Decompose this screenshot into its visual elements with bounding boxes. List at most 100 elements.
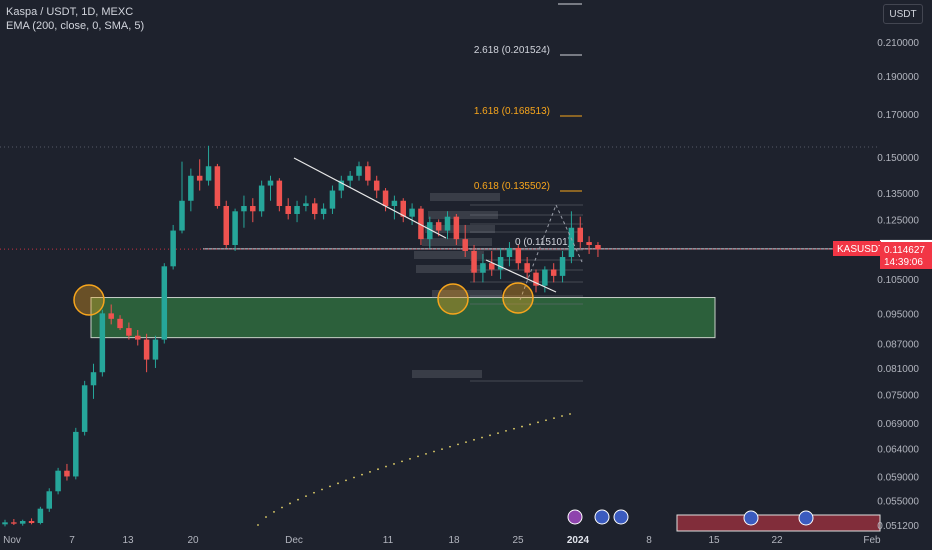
candle-body xyxy=(382,190,389,206)
ema-point xyxy=(489,434,491,437)
candle xyxy=(258,180,265,217)
indicator-title[interactable]: EMA (200, close, 0, SMA, 5) xyxy=(6,20,145,32)
x-tick-label: 18 xyxy=(448,535,460,546)
candle-body xyxy=(347,175,353,181)
symbol-title[interactable]: Kaspa / USDT, 1D, MEXC xyxy=(6,6,134,18)
candle-body xyxy=(550,269,557,276)
price-axis: 0.210000 0.190000 0.170000 0.150000 0.135000… xyxy=(833,38,932,532)
candle-body xyxy=(276,180,283,206)
ema-point xyxy=(409,457,411,460)
candle xyxy=(170,224,176,270)
currency-button[interactable]: USDT xyxy=(883,4,923,24)
candle xyxy=(533,269,539,293)
x-tick-label: 8 xyxy=(646,535,652,546)
candle xyxy=(37,506,44,525)
candle xyxy=(2,519,8,527)
ema-point xyxy=(545,419,547,422)
candle xyxy=(320,203,327,220)
candle xyxy=(453,213,460,246)
candle xyxy=(99,309,106,377)
y-tick-label: 0.095000 xyxy=(877,309,919,320)
fib-faint-label xyxy=(416,265,486,273)
candle xyxy=(568,211,575,264)
ema-point xyxy=(481,436,483,439)
ema-point xyxy=(321,488,323,491)
candle-body xyxy=(55,470,61,492)
candle xyxy=(400,198,406,223)
ema-point xyxy=(561,415,563,417)
ema-layer xyxy=(257,413,571,526)
candle xyxy=(480,253,486,283)
candle xyxy=(81,380,88,436)
fib-faint-label xyxy=(412,370,482,378)
candle-body xyxy=(471,250,477,273)
ema-point xyxy=(265,516,267,518)
candle xyxy=(347,170,353,189)
candle-body xyxy=(179,200,185,231)
candle xyxy=(179,161,185,234)
ema-point xyxy=(257,524,259,526)
candle xyxy=(117,315,123,330)
ema-point xyxy=(497,432,499,435)
last-price-tag xyxy=(880,242,932,269)
candle xyxy=(356,161,362,181)
ema-point xyxy=(521,425,523,428)
candle-body xyxy=(108,313,114,319)
candle-body xyxy=(320,208,327,214)
candle-body xyxy=(196,175,203,181)
candle xyxy=(250,198,256,223)
y-tick-label: 0.059000 xyxy=(877,472,919,483)
ema-point xyxy=(513,427,515,430)
candle xyxy=(515,245,522,270)
candle-body xyxy=(453,216,460,240)
candle xyxy=(435,219,442,237)
ema-point xyxy=(441,448,443,451)
candle xyxy=(11,519,17,525)
candle xyxy=(409,203,415,225)
ema-point xyxy=(353,476,355,479)
candle-body xyxy=(232,211,238,246)
ema-point xyxy=(465,441,467,444)
candle xyxy=(161,263,168,344)
x-tick-label: Dec xyxy=(285,535,303,546)
y-tick-label: 0.190000 xyxy=(877,72,919,83)
x-tick-label: 25 xyxy=(512,535,524,546)
candle xyxy=(444,211,451,240)
ema-point xyxy=(377,468,379,471)
fib-label: 0.618 (0.135502) xyxy=(474,181,550,192)
candle xyxy=(19,519,26,526)
candle-body xyxy=(338,180,345,191)
candle-body xyxy=(135,335,141,340)
candle-body xyxy=(214,166,221,206)
ema-point xyxy=(345,479,347,482)
candle xyxy=(312,198,318,220)
candle-body xyxy=(462,239,468,251)
candle xyxy=(577,216,583,248)
fib-faint-label xyxy=(428,211,498,219)
ema-point xyxy=(401,460,403,463)
candle-body xyxy=(391,200,398,206)
projection-line xyxy=(555,204,583,263)
candle-body xyxy=(497,257,504,270)
candle xyxy=(329,185,336,214)
candle xyxy=(391,195,398,220)
candle-body xyxy=(568,227,575,258)
candle xyxy=(524,257,530,280)
time-axis: Nov 7 13 20 Dec 11 18 25 2024 8 15 22 Feb xyxy=(3,535,881,546)
candle xyxy=(152,335,159,368)
fib-faint-label xyxy=(414,251,484,259)
candle-body xyxy=(188,175,194,201)
candle xyxy=(506,242,513,267)
y-tick-label: 0.064000 xyxy=(877,445,919,456)
candle-body xyxy=(586,242,592,246)
support-zone xyxy=(90,297,716,339)
event-icon xyxy=(743,510,759,526)
candle-body xyxy=(81,385,88,432)
x-tick-label: 15 xyxy=(708,535,720,546)
x-tick-label: 11 xyxy=(383,535,394,546)
ema-point xyxy=(457,443,459,446)
ema-point xyxy=(417,455,419,458)
candle-body xyxy=(223,205,229,246)
candle xyxy=(471,245,477,283)
